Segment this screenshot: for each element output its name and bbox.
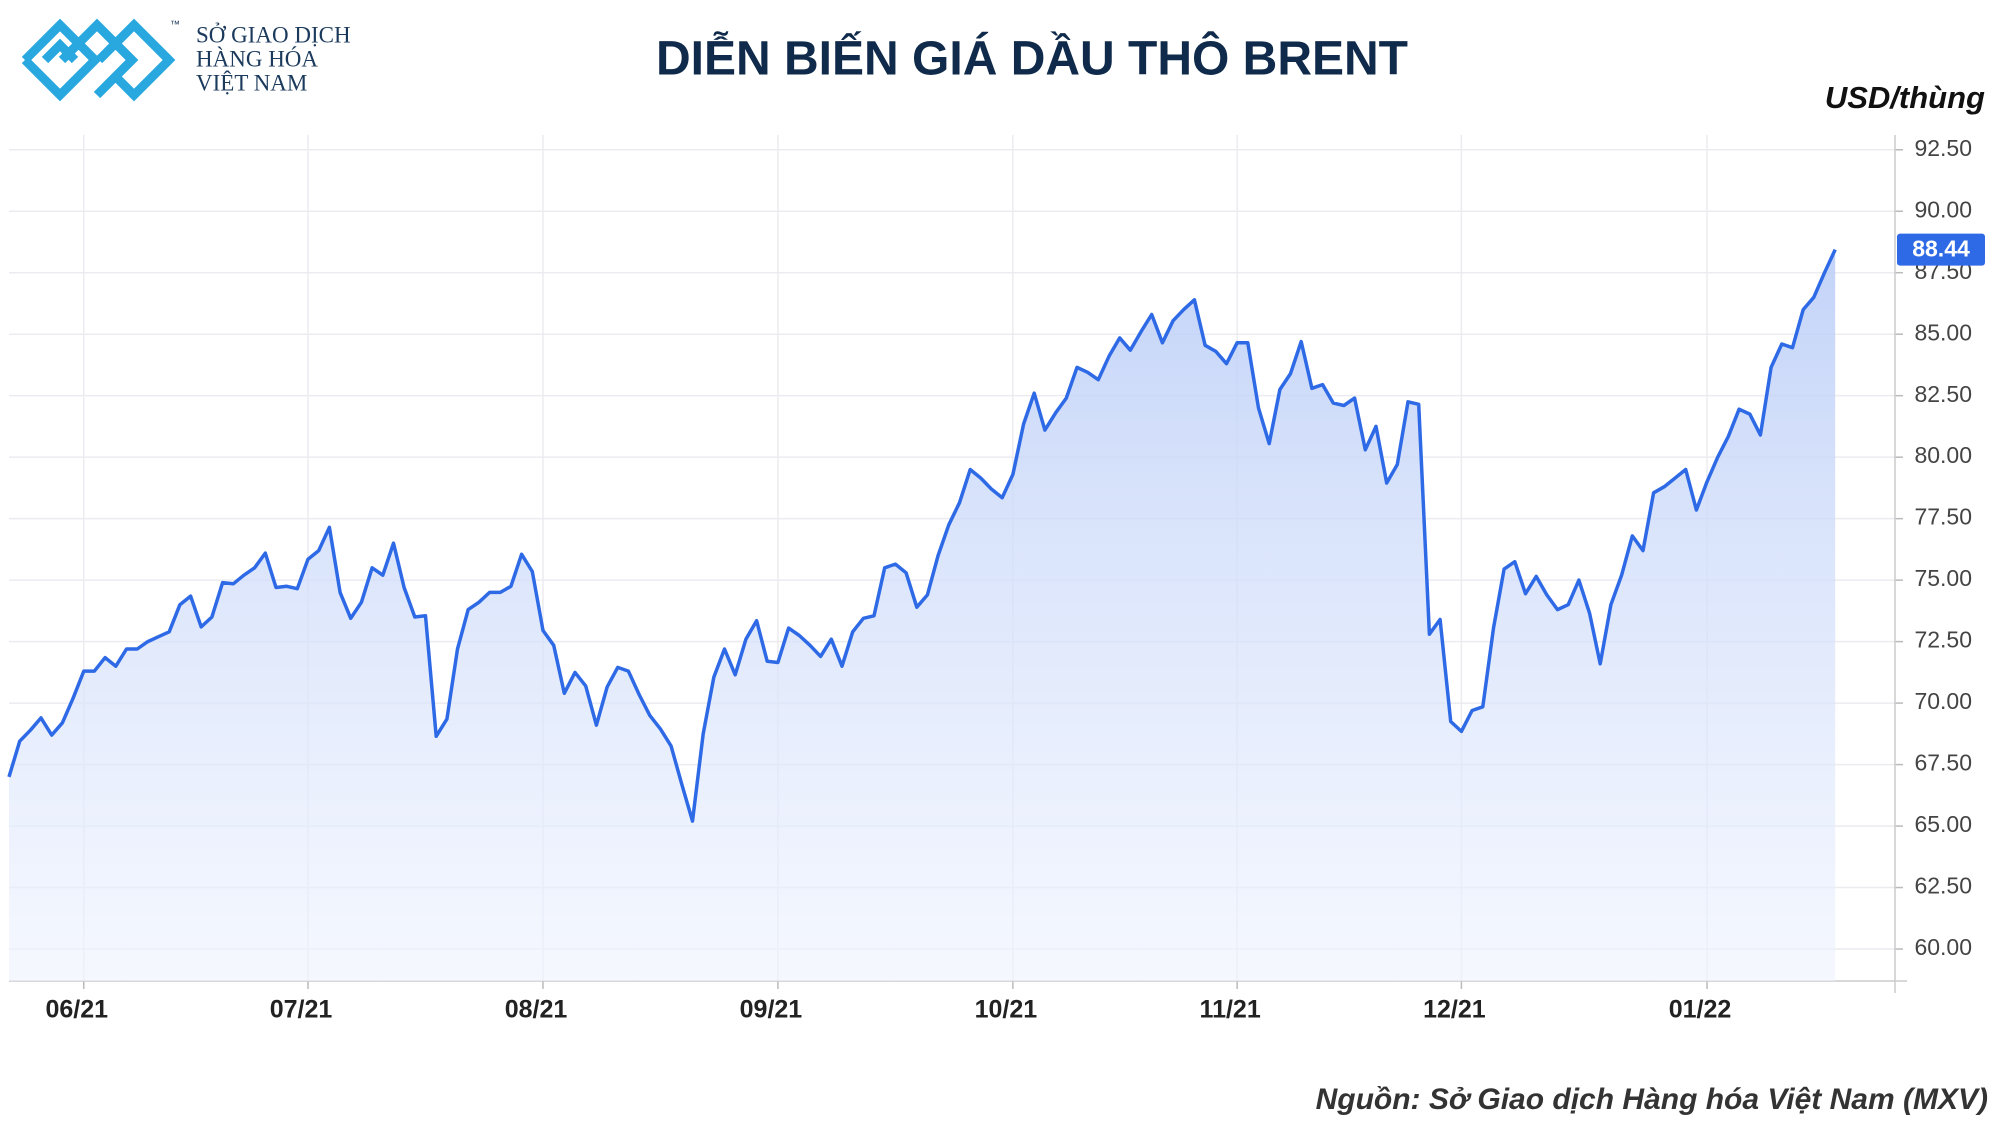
y-axis-unit: USD/thùng	[1825, 80, 1985, 115]
price-tag-label: 88.44	[1912, 236, 1970, 262]
y-tick-label: 77.50	[1914, 504, 1972, 530]
y-tick-label: 65.00	[1914, 811, 1972, 837]
y-tick-label: 60.00	[1914, 934, 1972, 960]
x-tick-label: 12/21	[1423, 996, 1486, 1024]
y-tick-label: 85.00	[1914, 319, 1972, 345]
y-tick-label: 70.00	[1914, 688, 1972, 714]
logo-text: SỞ GIAO DỊCH	[196, 22, 351, 47]
y-tick-label: 90.00	[1914, 196, 1972, 222]
chart-title: DIỄN BIẾN GIÁ DẦU THÔ BRENT	[656, 31, 1408, 86]
x-tick-label: 01/22	[1669, 996, 1732, 1024]
x-tick-label: 09/21	[740, 996, 803, 1024]
y-tick-label: 75.00	[1914, 565, 1972, 591]
area-fill	[9, 249, 1836, 982]
y-tick-label: 72.50	[1914, 627, 1972, 653]
source-note: Nguồn: Sở Giao dịch Hàng hóa Việt Nam (M…	[1316, 1083, 1988, 1116]
logo	[21, 18, 176, 102]
logo-shape	[95, 18, 176, 102]
price-tag	[1897, 233, 1985, 266]
x-tick-label: 11/21	[1200, 996, 1261, 1024]
logo-text: VIỆT NAM	[196, 70, 307, 95]
x-tick-label: 07/21	[270, 996, 333, 1024]
x-tick-label: 10/21	[975, 996, 1038, 1024]
x-tick-label: 08/21	[505, 996, 568, 1024]
plot-area: 60.00 62.50 65.00 67.50 70.00 72.50 75.00 77.50…	[7, 135, 1985, 1024]
logo-text: HÀNG HÓA	[196, 45, 318, 71]
x-tick-label: 06/21	[45, 996, 108, 1024]
price-line	[7, 248, 1837, 823]
logo-shape	[41, 38, 79, 64]
y-tick-label: 80.00	[1914, 442, 1972, 468]
logo-tm: ™	[170, 20, 180, 31]
y-tick-label: 82.50	[1914, 381, 1972, 407]
y-tick-label: 92.50	[1914, 135, 1972, 161]
y-tick-label: 62.50	[1914, 873, 1972, 899]
logo-shape	[21, 18, 102, 102]
y-tick-label: 67.50	[1914, 750, 1972, 776]
